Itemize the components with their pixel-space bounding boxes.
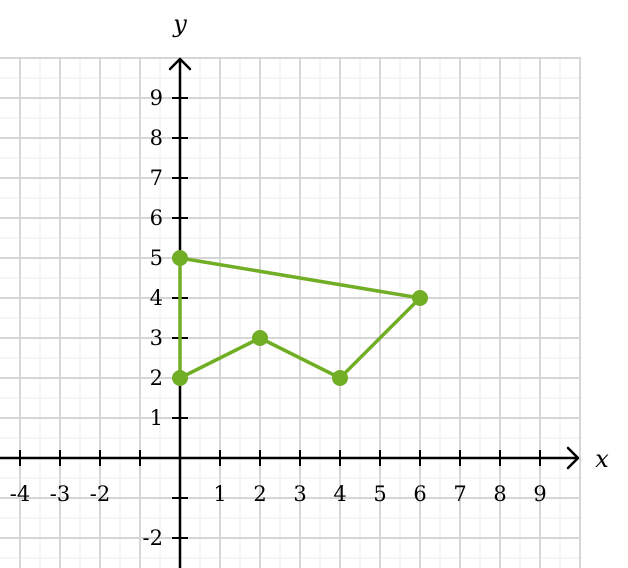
- y-tick-label: 3: [150, 326, 163, 350]
- series-line: [178, 256, 422, 380]
- x-tick-label: -2: [90, 482, 110, 506]
- x-tick-label: -4: [10, 482, 30, 506]
- x-tick-label: 7: [453, 482, 466, 506]
- y-tick-label: 4: [150, 286, 163, 310]
- data-point: [332, 370, 348, 386]
- data-point: [412, 290, 428, 306]
- y-tick-label: 2: [150, 366, 163, 390]
- x-tick-label: 4: [333, 482, 346, 506]
- x-tick-label: 2: [253, 482, 266, 506]
- y-tick-label: 1: [150, 406, 163, 430]
- y-axis-title: y: [172, 10, 187, 38]
- x-tick-label: 1: [213, 482, 226, 506]
- x-tick-label: 5: [373, 482, 386, 506]
- minor-grid: [0, 57, 580, 568]
- x-tick-label: 8: [493, 482, 506, 506]
- y-tick-label: 7: [150, 166, 163, 190]
- x-tick-label: 6: [413, 482, 426, 506]
- data-point: [252, 330, 268, 346]
- y-axis-arrow: [168, 57, 192, 71]
- series-layer: [172, 250, 428, 386]
- y-tick-label: 9: [150, 86, 163, 110]
- x-tick-label: -3: [50, 482, 70, 506]
- y-tick-label: 8: [150, 126, 163, 150]
- x-tick-label: 3: [293, 482, 306, 506]
- major-grid: [0, 57, 581, 568]
- y-tick-label: -2: [143, 526, 163, 550]
- axes: [0, 57, 580, 568]
- x-tick-label: 9: [533, 482, 546, 506]
- y-tick-label: 5: [150, 246, 163, 270]
- data-point: [172, 370, 188, 386]
- data-point: [172, 250, 188, 266]
- tick-labels: -4 -3 -2 1 2 3 4 5 6 7 8 9 9 8 7 6 5 4 3 2 1 -2: [10, 86, 547, 550]
- x-axis-title: x: [595, 445, 609, 473]
- x-axis-arrow: [566, 446, 580, 470]
- y-tick-label: 6: [150, 206, 163, 230]
